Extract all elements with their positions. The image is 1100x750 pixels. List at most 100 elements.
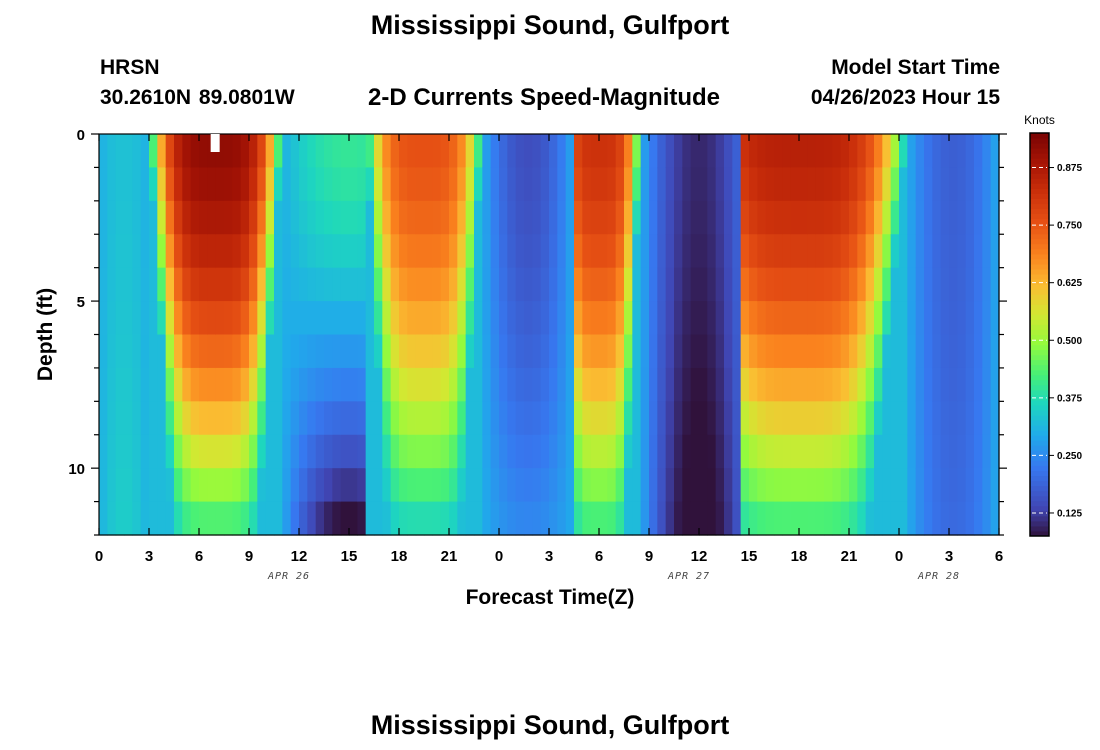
- heatmap-cell: [299, 334, 308, 369]
- heatmap-cell: [815, 434, 825, 469]
- heatmap-cell: [757, 301, 767, 336]
- heatmap-cell: [557, 434, 567, 469]
- heatmap-cell: [607, 468, 617, 503]
- heatmap-cell: [415, 401, 425, 436]
- heatmap-cell: [482, 134, 492, 169]
- heatmap-cell: [974, 267, 983, 302]
- heatmap-cell: [349, 501, 358, 536]
- heatmap-cell: [340, 301, 350, 336]
- heatmap-cell: [907, 200, 917, 235]
- heatmap-cell: [815, 401, 825, 436]
- heatmap-cell: [215, 267, 225, 302]
- heatmap-cell: [490, 134, 500, 169]
- heatmap-cell: [315, 301, 325, 336]
- heatmap-cell: [407, 301, 417, 336]
- heatmap-cell: [440, 234, 450, 269]
- heatmap-cell: [990, 134, 1000, 169]
- heatmap-cell: [332, 167, 342, 202]
- heatmap-cell: [649, 501, 658, 536]
- heatmap-cell: [165, 468, 175, 503]
- heatmap-cell: [965, 468, 975, 503]
- heatmap-cell: [957, 301, 967, 336]
- heatmap-cell: [757, 401, 767, 436]
- colorbar-tick-label: 0.625: [1057, 278, 1082, 289]
- heatmap-cell: [715, 234, 725, 269]
- heatmap-cell: [265, 134, 275, 169]
- heatmap-cell: [207, 468, 217, 503]
- heatmap-cell: [324, 334, 333, 369]
- heatmap-cell: [182, 468, 192, 503]
- heatmap-cell: [307, 434, 317, 469]
- heatmap-cell: [707, 200, 717, 235]
- heatmap-cell: [849, 367, 858, 402]
- heatmap-cell: [332, 367, 342, 402]
- heatmap-cell: [549, 134, 558, 169]
- x-tick-label: 12: [691, 548, 708, 565]
- heatmap-cell: [399, 267, 408, 302]
- heatmap-cell: [765, 367, 775, 402]
- heatmap-cell: [624, 367, 633, 402]
- heatmap-cell: [732, 468, 742, 503]
- heatmap-cell: [957, 200, 967, 235]
- heatmap-cell: [182, 234, 192, 269]
- heatmap-cell: [532, 434, 542, 469]
- heatmap-cell: [565, 501, 575, 536]
- heatmap-cell: [840, 468, 850, 503]
- heatmap-cell: [582, 401, 592, 436]
- heatmap-cell: [665, 234, 675, 269]
- heatmap-cell: [149, 134, 158, 169]
- heatmap-cell: [149, 334, 158, 369]
- heatmap-cell: [740, 334, 750, 369]
- heatmap-cell: [140, 200, 150, 235]
- heatmap-cell: [407, 401, 417, 436]
- heatmap-cell: [657, 301, 667, 336]
- heatmap-cell: [582, 468, 592, 503]
- heatmap-cell: [715, 434, 725, 469]
- heatmap-cell: [532, 301, 542, 336]
- heatmap-cell: [382, 301, 392, 336]
- heatmap-cell: [724, 234, 733, 269]
- heatmap-cell: [507, 401, 517, 436]
- heatmap-cell: [949, 134, 958, 169]
- heatmap-cell: [799, 434, 808, 469]
- heatmap-cell: [224, 167, 233, 202]
- heatmap-cell: [407, 234, 417, 269]
- heatmap-cell: [532, 367, 542, 402]
- heatmap-cell: [915, 367, 925, 402]
- heatmap-cell: [174, 167, 183, 202]
- heatmap-cell: [924, 134, 933, 169]
- heatmap-cell: [890, 401, 900, 436]
- colorbar-segment: [1030, 344, 1049, 351]
- heatmap-cell: [290, 401, 300, 436]
- heatmap-cell: [499, 267, 508, 302]
- heatmap-cell: [307, 501, 317, 536]
- heatmap-cell: [840, 134, 850, 169]
- heatmap-cell: [682, 401, 692, 436]
- heatmap-cell: [215, 334, 225, 369]
- heatmap-cell: [224, 334, 233, 369]
- colorbar-segment: [1030, 198, 1049, 205]
- heatmap-cell: [749, 334, 758, 369]
- heatmap-cell: [949, 200, 958, 235]
- heatmap-cell: [274, 367, 283, 402]
- heatmap-cell: [832, 434, 842, 469]
- heatmap-cell: [507, 267, 517, 302]
- heatmap-cell: [240, 200, 250, 235]
- heatmap-cell: [465, 234, 475, 269]
- heatmap-cell: [490, 501, 500, 536]
- heatmap-cell: [449, 468, 458, 503]
- heatmap-cell: [582, 367, 592, 402]
- heatmap-cell: [582, 334, 592, 369]
- heatmap-cell: [849, 134, 858, 169]
- heatmap-cell: [432, 334, 442, 369]
- heatmap-cell: [832, 301, 842, 336]
- heatmap-cell: [282, 200, 292, 235]
- heatmap-cell: [699, 468, 708, 503]
- heatmap-cell: [332, 334, 342, 369]
- heatmap-cell: [799, 200, 808, 235]
- heatmap-cell: [940, 167, 950, 202]
- heatmap-cell: [140, 267, 150, 302]
- heatmap-cell: [199, 134, 208, 169]
- heatmap-cell: [582, 167, 592, 202]
- heatmap-cell: [474, 301, 483, 336]
